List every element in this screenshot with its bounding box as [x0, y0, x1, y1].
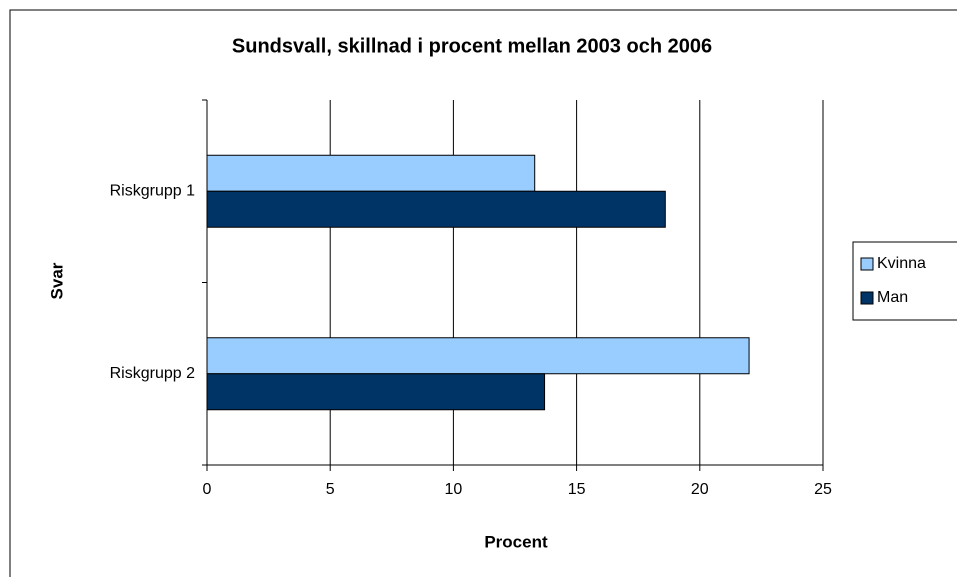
legend-swatch: [860, 291, 874, 305]
bar: [206, 190, 666, 228]
x-tick-label: 20: [691, 481, 709, 498]
x-tick-label: 0: [203, 481, 212, 498]
x-tick-label: 5: [326, 481, 335, 498]
x-axis-label: Procent: [484, 532, 548, 551]
y-axis-label: Svar: [47, 262, 66, 299]
chart-title: Sundsvall, skillnad i procent mellan 200…: [232, 35, 712, 57]
x-tick-label: 15: [568, 481, 586, 498]
bar: [206, 337, 750, 375]
y-tick-label: Riskgrupp 1: [110, 182, 195, 199]
bar: [206, 154, 536, 192]
legend-label: Kvinna: [877, 255, 926, 272]
y-tick-label: Riskgrupp 2: [110, 365, 195, 382]
chart-frame: [9, 9, 957, 582]
legend-label: Man: [877, 289, 908, 306]
x-tick-label: 10: [445, 481, 463, 498]
bar: [206, 373, 546, 411]
legend-box: [852, 241, 957, 321]
x-tick-label: 25: [814, 481, 832, 498]
legend-swatch: [860, 257, 874, 271]
